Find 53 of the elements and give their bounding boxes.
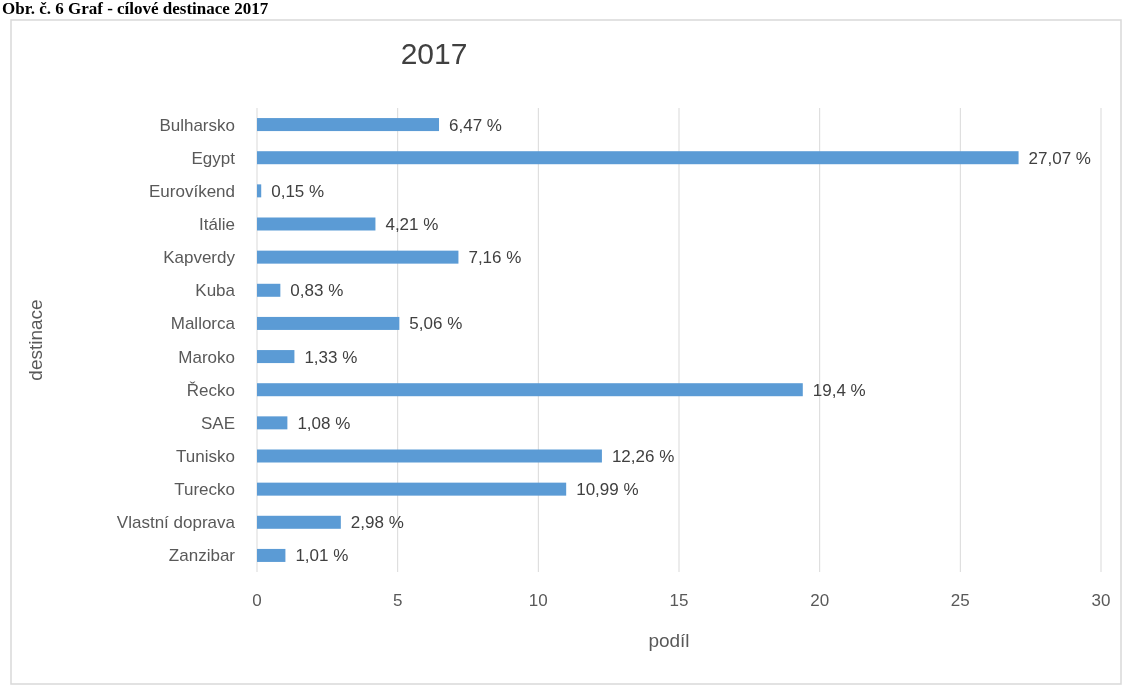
- x-tick-label: 10: [528, 591, 548, 610]
- bar: [257, 383, 803, 397]
- y-tick-label: Mallorca: [170, 314, 236, 334]
- x-tick-label: 5: [392, 591, 403, 610]
- y-tick-label: Tunisko: [176, 447, 235, 466]
- y-tick-label: Itálie: [199, 215, 235, 234]
- data-label: 1,08 %: [297, 413, 351, 433]
- x-tick-label: 30: [1091, 591, 1111, 610]
- bar: [257, 217, 376, 231]
- text: Obr. č. 6 Graf - cílové destinace 2017: [2, 0, 269, 18]
- chart-title: 2017: [400, 37, 468, 70]
- x-tick-label: 25: [950, 591, 970, 610]
- data-label: 6,47 %: [449, 115, 502, 135]
- x-tick-label: 20: [810, 591, 830, 610]
- data-label: 2,98 %: [350, 513, 404, 533]
- data-label: 5,06 %: [409, 314, 463, 334]
- data-label: 0,83 %: [290, 281, 344, 301]
- y-axis-title: destinace: [25, 299, 46, 381]
- data-label: 0,15 %: [271, 181, 325, 201]
- data-label: 1,01 %: [295, 546, 349, 566]
- bar: [257, 118, 440, 132]
- data-label: 7,16 %: [468, 248, 522, 268]
- x-tick-label: 15: [669, 591, 689, 610]
- y-tick-label: Zanzibar: [168, 546, 236, 566]
- y-tick-label: Řecko: [186, 380, 235, 400]
- y-tick-label: SAE: [200, 413, 235, 433]
- data-label: 4,21 %: [385, 215, 439, 234]
- bar: [257, 151, 1019, 165]
- y-tick-label: Turecko: [174, 480, 235, 500]
- y-tick-label: Eurovíkend: [149, 181, 235, 201]
- bar: [257, 250, 459, 264]
- x-axis-title: podíl: [648, 630, 690, 651]
- y-tick-label: Vlastní doprava: [116, 513, 236, 533]
- bar: [257, 449, 602, 463]
- bar: [257, 416, 288, 430]
- y-tick-label: Bulharsko: [159, 115, 235, 135]
- bar: [257, 316, 400, 330]
- bar: [257, 515, 341, 529]
- data-label: 19,4 %: [812, 380, 866, 400]
- y-tick-label: Kapverdy: [163, 248, 236, 268]
- bar: [257, 482, 567, 496]
- x-tick-label: 0: [252, 591, 262, 610]
- y-tick-label: Kuba: [195, 281, 236, 301]
- data-label: 10,99 %: [576, 480, 639, 500]
- data-label: 12,26 %: [611, 447, 675, 466]
- data-label: 1,33 %: [304, 347, 358, 367]
- bar: [257, 350, 295, 364]
- bar: [257, 283, 281, 297]
- y-tick-label: Egypt: [191, 148, 236, 168]
- y-tick-label: Maroko: [178, 347, 235, 367]
- bar: [257, 184, 262, 198]
- bar: [257, 548, 286, 562]
- data-label: 27,07 %: [1028, 148, 1091, 168]
